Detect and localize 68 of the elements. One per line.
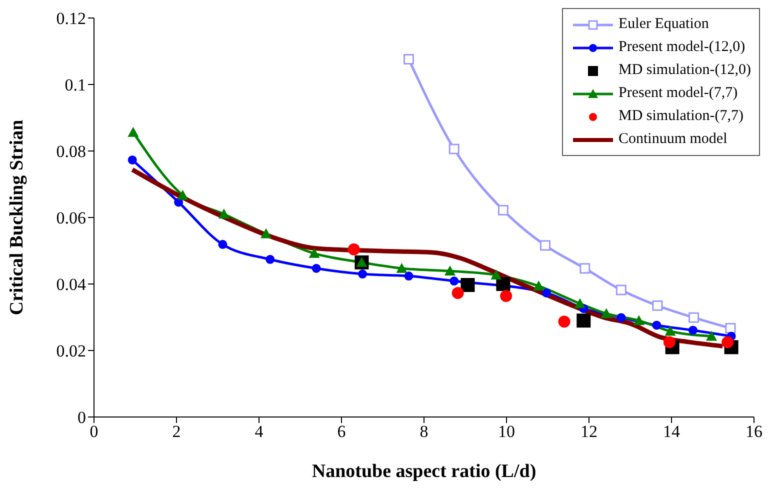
- x-tick-label: 6: [337, 422, 346, 442]
- point: [616, 313, 626, 322]
- point: [403, 54, 414, 64]
- legend-label: MD simulation-(7,7): [618, 108, 744, 125]
- point: [664, 326, 676, 336]
- y-tick-label: 0.12: [56, 9, 86, 28]
- point: [448, 144, 460, 154]
- point: [177, 190, 188, 200]
- x-tick-label: 16: [746, 422, 762, 442]
- x-tick-label: 12: [580, 422, 598, 442]
- point: [542, 288, 552, 298]
- point: [358, 270, 368, 279]
- x-tick-label: 0: [90, 422, 98, 442]
- y-tick-label: 0.02: [56, 342, 86, 361]
- x-tick-label: 8: [420, 422, 428, 442]
- point: [260, 228, 272, 238]
- point: [128, 126, 139, 137]
- legend-label: Continuum model: [618, 131, 728, 148]
- point: [574, 298, 586, 308]
- point: [266, 254, 275, 264]
- point: [348, 243, 360, 256]
- x-axis-title: Nanotube aspect ratio (L/d): [312, 461, 536, 482]
- point: [540, 240, 551, 251]
- point: [356, 256, 368, 267]
- y-axis-title: Critical Buckling Strian: [6, 119, 28, 316]
- point: [663, 336, 676, 348]
- point: [722, 336, 734, 348]
- point: [404, 272, 414, 281]
- y-tick-label: 0.04: [56, 275, 86, 294]
- point: [460, 278, 475, 292]
- y-tick-label: 0: [78, 408, 86, 428]
- point: [500, 290, 512, 302]
- legend-label: MD simulation-(12,0): [618, 62, 751, 79]
- point: [580, 263, 590, 274]
- point: [533, 280, 544, 290]
- point: [652, 320, 662, 330]
- x-tick-label: 10: [498, 422, 515, 442]
- point: [498, 204, 508, 216]
- point: [312, 264, 321, 273]
- point: [633, 315, 644, 326]
- point: [688, 312, 700, 323]
- y-tick-label: 0.08: [56, 142, 86, 162]
- point: [450, 276, 459, 286]
- x-tick-label: 14: [663, 422, 680, 442]
- point: [444, 266, 456, 276]
- x-tick-label: 4: [254, 422, 264, 442]
- y-tick-label: 0.1: [64, 76, 86, 95]
- legend-label: Euler Equation: [618, 16, 709, 33]
- point: [490, 270, 502, 280]
- point: [652, 300, 663, 311]
- point: [396, 262, 408, 273]
- point: [218, 208, 230, 219]
- point: [616, 284, 626, 296]
- x-tick-label: 2: [172, 422, 181, 442]
- point: [576, 314, 591, 328]
- point: [725, 322, 736, 334]
- point: [558, 316, 570, 328]
- point: [600, 308, 612, 318]
- point: [688, 326, 698, 335]
- point: [218, 240, 228, 249]
- y-tick-label: 0.06: [56, 208, 86, 228]
- point: [496, 277, 510, 291]
- legend-label: Present model-(7,7): [618, 85, 738, 102]
- point: [128, 155, 137, 164]
- point: [452, 286, 464, 299]
- point: [308, 248, 320, 258]
- point: [706, 330, 718, 341]
- legend-label: Present model-(12,0): [618, 39, 746, 56]
